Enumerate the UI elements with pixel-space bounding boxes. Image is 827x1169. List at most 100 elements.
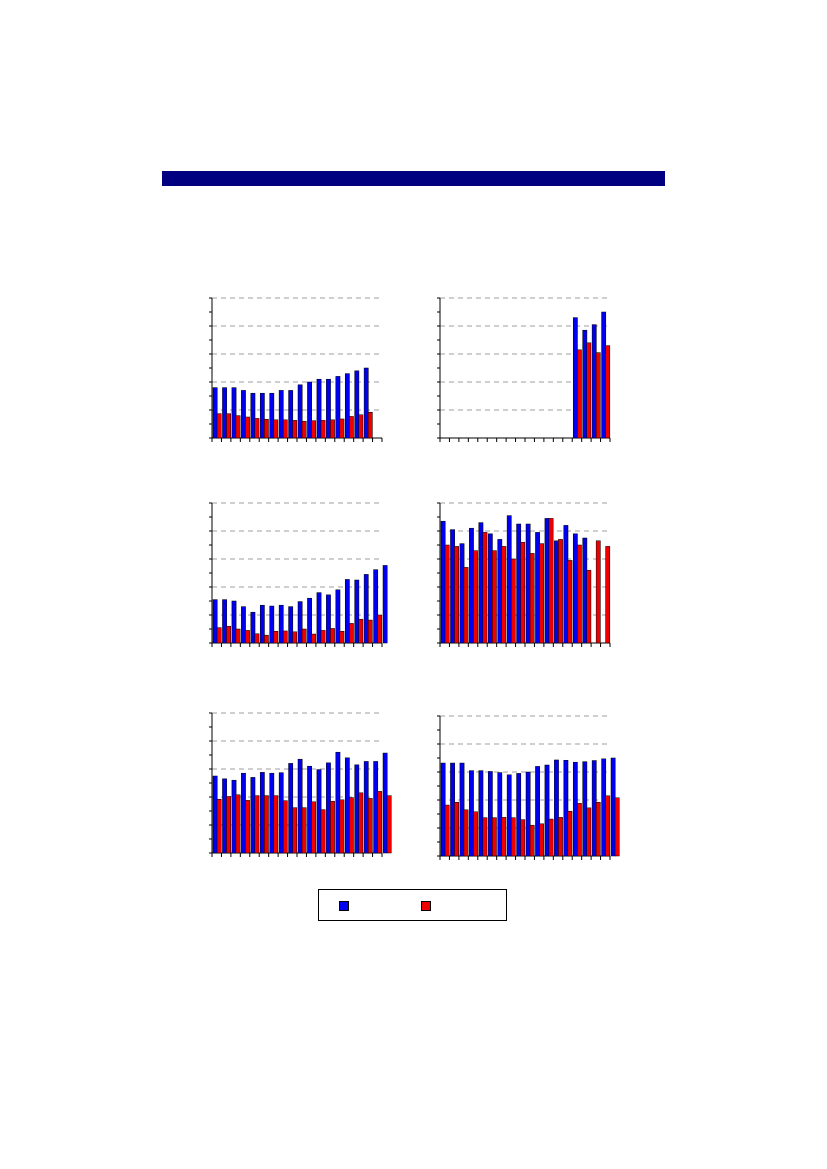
bar-series-2	[349, 416, 354, 439]
bar-series-2	[386, 795, 392, 854]
bar-series-2	[273, 795, 279, 854]
bar-series-2	[358, 618, 364, 644]
bar-series-2	[273, 419, 279, 439]
bar-series-2	[216, 627, 222, 644]
bar-series-1	[307, 381, 312, 439]
bar-series-1	[307, 765, 312, 854]
bar-series-2	[473, 811, 478, 857]
bar-series-1	[212, 599, 218, 644]
bar-series-2	[339, 799, 345, 854]
bar-series-1	[278, 772, 284, 854]
bar-series-1	[591, 760, 597, 857]
bar-series-2	[330, 628, 335, 644]
bar-series-1	[563, 525, 569, 644]
bar-series-2	[586, 569, 592, 644]
bar-series-2	[595, 540, 601, 644]
bar-series-2	[520, 541, 526, 644]
chart-top-right	[437, 297, 611, 442]
bar-series-2	[577, 803, 582, 857]
bar-series-1	[222, 599, 227, 644]
bar-series-2	[444, 804, 450, 857]
bar-series-1	[535, 766, 540, 857]
bar-series-1	[554, 540, 559, 644]
bar-series-1	[231, 600, 237, 644]
bar-series-1	[440, 762, 446, 857]
bar-series-1	[231, 387, 237, 439]
bar-series-1	[326, 594, 331, 644]
bar-series-2	[311, 801, 316, 854]
bar-series-1	[440, 520, 446, 644]
bar-series-1	[288, 606, 294, 644]
bar-series-1	[487, 771, 493, 857]
bar-series-2	[292, 807, 298, 854]
bar-series-2	[349, 797, 354, 854]
bar-series-2	[254, 418, 260, 439]
bar-series-2	[548, 818, 554, 857]
bar-series-1	[478, 770, 484, 857]
bar-series-1	[525, 523, 531, 644]
bar-series-2	[339, 418, 345, 439]
bar-series-1	[382, 752, 388, 854]
chart-bottom-left	[209, 712, 392, 857]
bar-series-2	[567, 810, 573, 857]
chart-middle-left	[209, 502, 388, 647]
bar-series-2	[216, 798, 222, 854]
bar-series-1	[610, 757, 616, 857]
bar-series-1	[316, 592, 322, 644]
bar-series-2	[492, 817, 497, 857]
bar-series-1	[572, 761, 578, 857]
bar-series-1	[241, 390, 246, 439]
bar-series-1	[601, 311, 607, 439]
bar-series-1	[259, 772, 265, 854]
bar-series-1	[601, 758, 607, 857]
bar-series-1	[326, 762, 331, 854]
bar-series-2	[454, 801, 459, 857]
bar-series-2	[282, 419, 288, 439]
bar-series-2	[605, 345, 611, 439]
chart-legend	[318, 889, 507, 921]
bar-series-2	[595, 352, 601, 439]
bar-series-2	[377, 791, 383, 854]
bar-series-2	[577, 349, 582, 439]
bar-series-1	[563, 759, 569, 857]
bar-series-1	[344, 579, 350, 644]
bar-series-2	[226, 796, 231, 854]
bar-series-1	[316, 378, 322, 439]
bar-series-2	[273, 630, 279, 644]
bar-series-2	[482, 817, 488, 857]
bar-series-2	[358, 414, 364, 439]
bar-series-1	[212, 775, 218, 854]
bar-series-1	[335, 589, 341, 644]
bar-series-2	[301, 628, 307, 644]
bar-series-1	[363, 761, 369, 854]
bar-series-1	[535, 532, 540, 644]
bar-series-1	[297, 384, 303, 439]
bar-series-2	[529, 824, 535, 857]
bar-series-2	[301, 420, 307, 439]
bar-series-1	[222, 387, 227, 439]
bar-series-2	[492, 550, 497, 644]
bar-series-2	[529, 553, 535, 644]
bar-series-1	[497, 539, 503, 644]
bar-series-1	[344, 373, 350, 439]
chart-middle-right	[437, 502, 611, 647]
bar-series-1	[354, 370, 360, 439]
legend-swatch-series-1	[339, 901, 349, 911]
bar-series-1	[222, 778, 227, 854]
bar-series-2	[558, 539, 563, 644]
bar-series-1	[572, 317, 578, 439]
bar-series-2	[586, 342, 592, 439]
bar-series-1	[525, 771, 531, 857]
chart-bottom-right	[437, 715, 620, 860]
bar-series-1	[354, 579, 360, 644]
bar-series-1	[250, 611, 256, 644]
bar-series-1	[459, 762, 465, 857]
bar-series-2	[226, 413, 231, 439]
bar-series-2	[320, 420, 326, 439]
bar-series-2	[463, 809, 469, 857]
bar-series-1	[469, 770, 474, 857]
bar-series-2	[235, 794, 241, 854]
bar-series-1	[459, 543, 465, 644]
bar-series-2	[501, 817, 507, 857]
bar-series-2	[264, 418, 269, 439]
